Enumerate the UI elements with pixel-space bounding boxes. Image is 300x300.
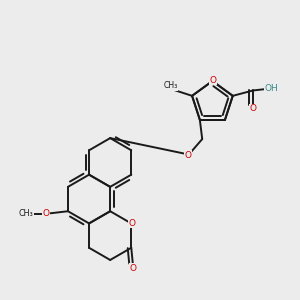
Text: CH₃: CH₃	[164, 81, 178, 90]
Text: O: O	[250, 104, 256, 113]
Text: CH₃: CH₃	[19, 209, 33, 218]
Text: O: O	[210, 76, 217, 85]
Text: O: O	[129, 219, 136, 228]
Text: OH: OH	[265, 84, 279, 93]
Text: O: O	[129, 264, 136, 273]
Text: O: O	[43, 209, 50, 218]
Text: O: O	[185, 151, 192, 160]
